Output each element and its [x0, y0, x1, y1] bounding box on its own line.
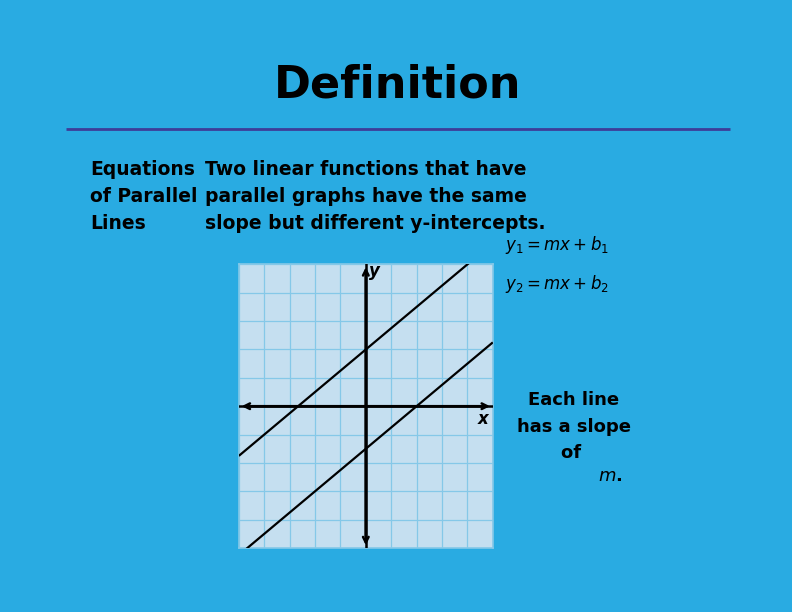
Text: Definition: Definition — [274, 64, 522, 107]
Text: x: x — [478, 410, 488, 428]
Text: y: y — [369, 263, 380, 280]
Text: Equations
of Parallel
Lines: Equations of Parallel Lines — [89, 160, 197, 233]
Text: Each line
has a slope
of: Each line has a slope of — [517, 392, 631, 462]
Text: $\mathit{m}$.: $\mathit{m}$. — [598, 468, 623, 485]
Text: Two linear functions that have
parallel graphs have the same
slope but different: Two linear functions that have parallel … — [205, 160, 546, 233]
Text: $y_2 = \mathit{mx} + b_2$: $y_2 = \mathit{mx} + b_2$ — [505, 273, 609, 294]
Text: $y_1 = \mathit{mx} + b_1$: $y_1 = \mathit{mx} + b_1$ — [505, 234, 609, 256]
